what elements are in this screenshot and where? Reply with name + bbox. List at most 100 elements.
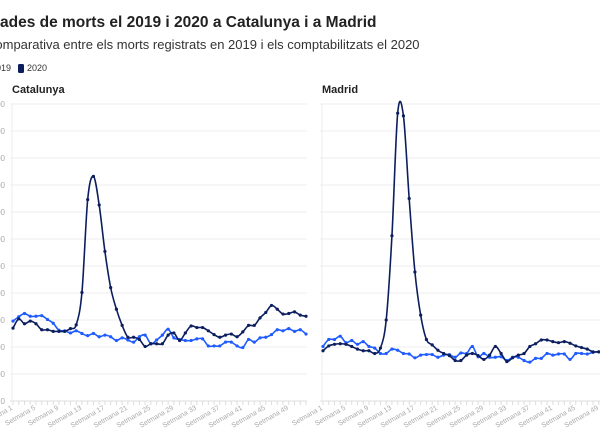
data-point-2020 bbox=[103, 249, 107, 254]
data-point-2019 bbox=[533, 356, 538, 360]
data-point-2019 bbox=[298, 328, 302, 332]
data-point-2019 bbox=[562, 352, 566, 356]
legend: 2019 2020 bbox=[0, 63, 47, 73]
data-point-2019 bbox=[132, 340, 136, 344]
data-point-2019 bbox=[252, 340, 256, 344]
data-point-2020 bbox=[373, 351, 377, 356]
data-point-2020 bbox=[401, 114, 406, 118]
data-point-2019 bbox=[269, 332, 274, 337]
data-point-2020 bbox=[235, 335, 239, 339]
data-point-2020 bbox=[447, 354, 451, 358]
data-point-2020 bbox=[160, 342, 164, 346]
data-point-2020 bbox=[57, 329, 61, 333]
data-point-2020 bbox=[528, 344, 532, 349]
data-point-2019 bbox=[413, 356, 417, 360]
data-point-2019 bbox=[281, 329, 285, 333]
data-point-2020 bbox=[568, 341, 572, 345]
y-tick-label: 1500 bbox=[0, 316, 6, 325]
data-point-2019 bbox=[40, 314, 44, 318]
data-point-2019 bbox=[327, 337, 331, 342]
data-point-2019 bbox=[155, 338, 159, 342]
legend-swatch-2020 bbox=[18, 63, 25, 73]
data-point-2020 bbox=[258, 316, 262, 320]
data-point-2019 bbox=[430, 352, 434, 357]
y-tick-label: 3000 bbox=[0, 235, 6, 244]
data-point-2020 bbox=[229, 332, 233, 336]
y-tick-label: 2500 bbox=[0, 262, 6, 271]
data-point-2019 bbox=[241, 345, 245, 350]
y-tick-label: 2000 bbox=[0, 289, 6, 298]
data-point-2020 bbox=[298, 313, 302, 317]
y-tick-label: 5500 bbox=[0, 100, 6, 109]
data-point-2019 bbox=[424, 352, 429, 357]
data-point-2020 bbox=[470, 351, 474, 356]
data-point-2020 bbox=[63, 329, 67, 333]
data-point-2020 bbox=[149, 342, 153, 346]
data-point-2019 bbox=[45, 317, 50, 322]
data-point-2020 bbox=[28, 319, 32, 323]
data-point-2019 bbox=[539, 356, 543, 360]
data-point-2020 bbox=[80, 290, 84, 295]
data-point-2020 bbox=[522, 351, 526, 356]
data-point-2019 bbox=[51, 321, 55, 325]
data-point-2020 bbox=[200, 325, 205, 330]
data-point-2020 bbox=[218, 335, 222, 339]
data-point-2020 bbox=[40, 328, 44, 332]
data-point-2020 bbox=[344, 342, 348, 346]
data-point-2020 bbox=[223, 333, 228, 337]
data-point-2020 bbox=[476, 354, 480, 358]
data-point-2020 bbox=[419, 313, 423, 317]
data-point-2019 bbox=[528, 360, 532, 364]
data-point-2020 bbox=[17, 317, 21, 321]
data-point-2019 bbox=[200, 337, 205, 341]
series-line-2020 bbox=[12, 175, 307, 348]
data-point-2020 bbox=[597, 350, 600, 354]
data-point-2020 bbox=[510, 356, 515, 360]
data-point-2019 bbox=[258, 336, 262, 340]
data-point-2019 bbox=[556, 352, 561, 356]
data-point-2020 bbox=[264, 310, 268, 315]
data-point-2019 bbox=[246, 337, 251, 342]
data-point-2019 bbox=[338, 334, 342, 338]
chart-subtitle: Comparativa entre els morts registrats e… bbox=[0, 37, 420, 52]
data-point-2020 bbox=[321, 349, 325, 353]
data-point-2020 bbox=[183, 331, 187, 335]
data-point-2019 bbox=[229, 340, 233, 344]
data-point-2019 bbox=[97, 335, 101, 339]
chart-title: ades de morts el 2019 i 2020 a Catalunya… bbox=[0, 14, 377, 31]
data-point-2020 bbox=[591, 350, 595, 354]
data-point-2020 bbox=[488, 353, 492, 357]
data-point-2019 bbox=[218, 344, 222, 348]
data-point-2020 bbox=[241, 330, 245, 334]
data-point-2019 bbox=[120, 336, 124, 340]
data-point-2020 bbox=[384, 318, 388, 322]
data-point-2019 bbox=[235, 344, 239, 348]
data-point-2020 bbox=[137, 337, 141, 342]
data-point-2019 bbox=[74, 329, 78, 333]
y-tick-label: 0 bbox=[1, 397, 6, 406]
data-point-2020 bbox=[574, 344, 578, 348]
data-point-2019 bbox=[355, 342, 360, 346]
data-point-2020 bbox=[539, 338, 543, 342]
data-point-2020 bbox=[355, 347, 360, 351]
data-point-2019 bbox=[407, 352, 411, 356]
data-point-2020 bbox=[11, 326, 15, 330]
data-point-2019 bbox=[160, 333, 164, 337]
data-point-2019 bbox=[453, 355, 457, 359]
data-point-2020 bbox=[126, 335, 130, 339]
series-line-2019 bbox=[322, 335, 600, 363]
data-point-2019 bbox=[34, 314, 38, 318]
data-point-2020 bbox=[585, 347, 589, 351]
data-point-2020 bbox=[143, 344, 147, 349]
data-point-2019 bbox=[143, 333, 147, 337]
data-point-2019 bbox=[206, 344, 210, 348]
data-point-2019 bbox=[390, 347, 394, 351]
data-point-2019 bbox=[223, 340, 228, 344]
data-point-2020 bbox=[350, 344, 354, 349]
data-point-2020 bbox=[332, 342, 337, 346]
data-point-2019 bbox=[470, 344, 474, 349]
data-point-2019 bbox=[86, 334, 90, 338]
data-point-2020 bbox=[436, 348, 440, 352]
y-tick-label: 4500 bbox=[0, 154, 6, 163]
data-point-2020 bbox=[499, 351, 503, 356]
